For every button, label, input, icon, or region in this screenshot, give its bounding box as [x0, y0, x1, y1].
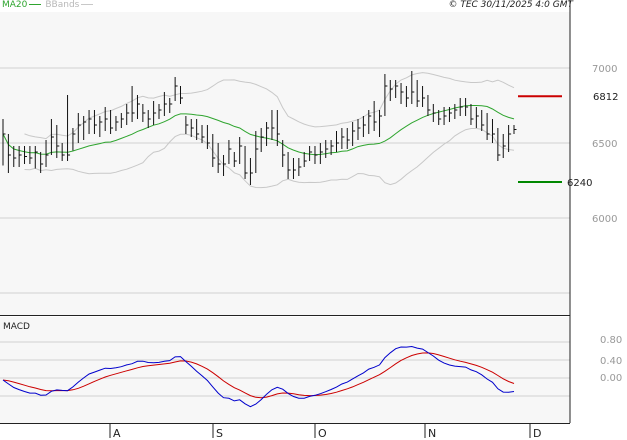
- main-panel-background: [0, 12, 570, 315]
- bbands-lower-line: [24, 128, 515, 189]
- macd-line: [2, 345, 515, 408]
- price-axis: 6000 6500 7000: [592, 64, 617, 225]
- price-tick-label: 6500: [592, 139, 617, 150]
- copyright-text: © TEC 30/11/2025 4:0 GMT: [448, 0, 573, 10]
- ma20-line: [2, 105, 515, 156]
- support-value: 6240: [567, 178, 592, 189]
- ma20-polyline: [2, 105, 515, 156]
- resistance-value: 6812: [593, 92, 618, 103]
- macd-lines: [2, 345, 515, 408]
- macd-tick-label: 0.40: [600, 356, 622, 367]
- macd-tick-label: 0.00: [600, 373, 622, 384]
- macd-axis: 0.80 0.40 0.00: [600, 335, 622, 384]
- bbands-upper-line: [24, 72, 515, 140]
- price-gridlines: [0, 67, 570, 294]
- month-tick-label: S: [216, 427, 223, 440]
- price-tick-label: 7000: [592, 64, 617, 75]
- month-tick-label: O: [318, 427, 327, 440]
- macd-panel-background: [0, 317, 570, 423]
- month-tick-label: N: [428, 427, 436, 440]
- bbands-legend-label: BBands: [45, 0, 80, 10]
- month-tick-label: D: [533, 427, 541, 440]
- ma20-legend-label: MA20: [2, 0, 28, 10]
- main-legend: MA20 BBands: [2, 0, 97, 11]
- level-markers: 6812 6240: [518, 92, 618, 189]
- macd-panel-label: MACD: [3, 322, 30, 332]
- ohlc-bars: [2, 71, 517, 185]
- ma20-legend-swatch: [29, 4, 42, 5]
- macd-gridlines: [0, 341, 570, 397]
- month-tick-label: A: [113, 427, 121, 440]
- macd-tick-label: 0.80: [600, 335, 622, 346]
- bbands-legend-swatch: [81, 4, 94, 5]
- bbands-lines: [24, 72, 515, 189]
- price-tick-label: 6000: [592, 214, 617, 225]
